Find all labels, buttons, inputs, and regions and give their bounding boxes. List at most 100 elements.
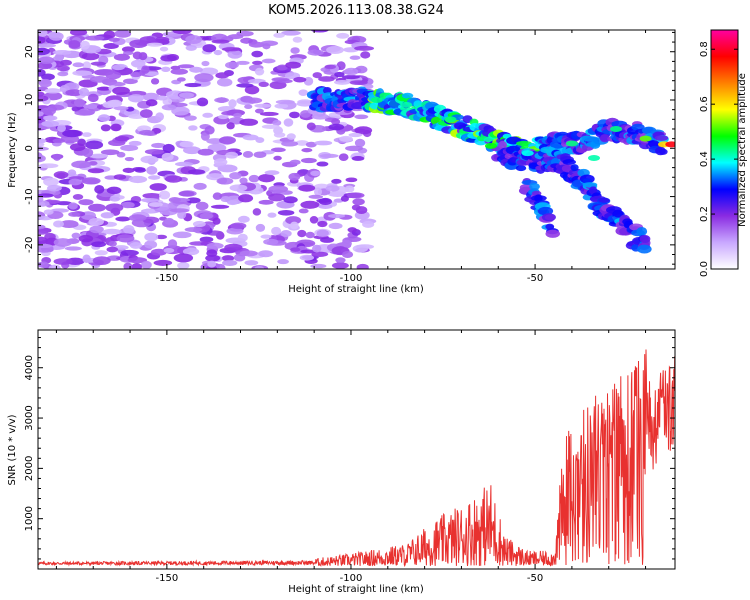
snr-y-tick-label: 3000 — [24, 405, 35, 430]
spectral-blob — [85, 140, 104, 150]
spectral-blob — [139, 109, 153, 118]
spectral-blob — [113, 53, 130, 61]
spectral-blob — [659, 148, 668, 155]
spectral-blob — [109, 196, 120, 202]
spectral-blob — [228, 99, 237, 108]
spectral-blob — [261, 58, 276, 64]
spectral-blob — [263, 238, 279, 246]
spectral-blob — [38, 47, 50, 56]
spectral-blob — [273, 155, 282, 161]
spectral-blob — [96, 86, 112, 91]
spectral-blob — [179, 141, 194, 148]
spectral-blob — [68, 178, 82, 186]
spectral-blob — [172, 231, 192, 239]
spectral-blob — [521, 150, 534, 157]
spectral-blob — [654, 135, 669, 141]
spectral-blob — [38, 111, 44, 117]
spectral-blob — [289, 111, 300, 119]
spectral-blob — [255, 223, 266, 232]
spectral-blob — [59, 59, 72, 66]
spectral-blob — [161, 104, 177, 111]
spectral-blob — [43, 177, 59, 187]
spectral-blob — [199, 236, 214, 243]
spectral-blob — [132, 51, 143, 60]
spectral-blob — [71, 232, 81, 239]
spectral-blob — [90, 61, 107, 66]
spectral-blob — [116, 234, 135, 243]
spectral-blob — [108, 99, 123, 108]
spectral-blob — [312, 244, 322, 253]
spectral-blob — [188, 125, 198, 131]
spectral-blob — [308, 194, 324, 199]
spectral-blob — [534, 194, 543, 202]
spectral-blob — [529, 182, 540, 191]
spectral-blob — [62, 129, 82, 138]
spectral-blob — [285, 216, 302, 225]
spectral-blob — [227, 49, 243, 59]
spectral-blob — [318, 76, 335, 82]
spectral-blob — [326, 45, 344, 54]
spectral-blob — [272, 119, 282, 126]
spectral-blob — [305, 231, 315, 239]
snr-y-label: SNR (10 * v/v) — [7, 414, 18, 485]
spectrogram-y-tick-label: 10 — [24, 94, 35, 107]
spectral-blob — [545, 229, 561, 238]
spectral-blob — [78, 87, 90, 97]
spectral-blob — [199, 212, 214, 220]
spectral-blob — [184, 227, 203, 233]
snr-x-tick-label: -150 — [156, 573, 179, 584]
spectral-blob — [120, 249, 139, 256]
spectral-blob — [444, 116, 457, 123]
snr-y-tick-label: 4000 — [24, 355, 35, 380]
spectral-blob — [328, 123, 345, 131]
spectral-blob — [124, 156, 135, 162]
spectral-blob — [235, 60, 250, 65]
spectral-blob — [270, 147, 286, 153]
spectral-blob — [122, 167, 135, 173]
spectral-blob — [221, 111, 238, 116]
spectral-blob — [81, 52, 100, 61]
spectral-blob — [213, 49, 223, 56]
spectral-blob — [158, 190, 171, 200]
spectral-blob — [268, 193, 286, 202]
spectral-blob — [187, 169, 206, 175]
spectral-blob — [161, 66, 171, 73]
spectrogram-x-label: Height of straight line (km) — [288, 284, 424, 295]
spectral-blob — [276, 64, 288, 71]
spectral-blob — [151, 142, 166, 149]
spectral-blob — [84, 35, 105, 41]
spectral-blob — [38, 230, 49, 235]
spectral-blob — [141, 65, 150, 74]
spectral-blob — [143, 208, 156, 214]
spectral-blob — [128, 140, 142, 146]
spectral-blob — [53, 171, 69, 179]
colorbar-tick-label: 0.2 — [699, 206, 710, 222]
spectral-blob — [197, 148, 214, 156]
spectral-blob — [214, 97, 229, 103]
spectral-blob — [72, 62, 84, 68]
spectral-blob — [185, 197, 201, 204]
spectral-blob — [71, 160, 92, 169]
spectral-blob — [318, 197, 333, 206]
spectral-blob — [268, 185, 289, 194]
spectral-blob — [244, 104, 253, 110]
spectral-blob — [245, 97, 263, 104]
spectral-blob — [38, 163, 59, 169]
spectral-blob — [87, 168, 105, 174]
spectral-blob — [341, 74, 361, 80]
spectral-blob — [312, 72, 323, 79]
spectrogram-frame — [37, 29, 676, 270]
spectral-blob — [100, 149, 120, 156]
chart-title: KOM5.2026.113.08.38.G24 — [268, 3, 444, 18]
spectral-blob — [300, 157, 317, 164]
spectral-blob — [162, 143, 175, 153]
spectral-blob — [316, 161, 329, 167]
spectral-blob — [140, 260, 152, 269]
colorbar-tick-label: 0.8 — [699, 41, 710, 57]
spectral-blob — [129, 241, 143, 249]
spectral-blob — [253, 151, 267, 158]
spectral-blob — [155, 36, 170, 43]
spectral-blob — [207, 260, 217, 268]
spectral-blob — [43, 209, 54, 215]
spectral-blob — [172, 30, 192, 35]
